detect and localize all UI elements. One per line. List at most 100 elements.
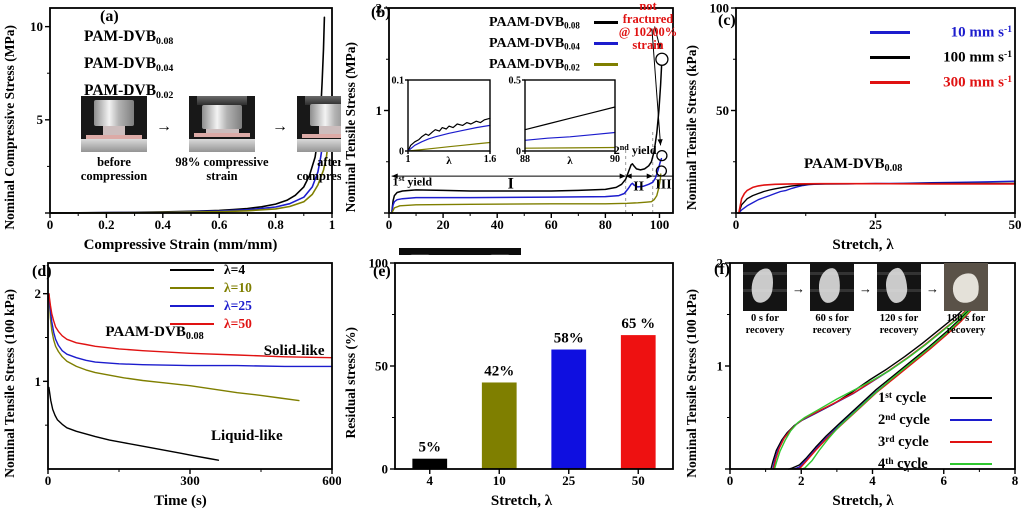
panel-f-xlabel: Stretch, λ: [832, 493, 894, 509]
arrow-icon: →: [926, 281, 939, 296]
arrow-icon: →: [792, 281, 805, 296]
panel-b: Nominal Tensile Stress (MPa) 0 20 40 60 80 10…: [341, 0, 682, 255]
gel-sample: [318, 126, 341, 134]
x-tick-label: 80: [599, 217, 612, 232]
region-III: III: [655, 177, 671, 192]
axes: 0 25 50 50 100: [710, 0, 1022, 232]
bar-value-label: 65 %: [621, 316, 655, 332]
dumbbell-specimen: [410, 254, 510, 255]
x-tick-label: 0: [727, 473, 734, 488]
panel-a-ylabel: Nominal Compressive Stress (MPa): [2, 25, 17, 230]
plot-border: [729, 262, 1016, 470]
x-tick-label: 4: [427, 473, 434, 488]
second-yield: 2nd yield: [614, 143, 657, 157]
photo-60s-recovery: [810, 263, 854, 311]
y-tick-label: 2: [376, 0, 383, 15]
specimen-photo: 12345: [399, 248, 521, 255]
arrowhead: [657, 139, 663, 146]
sample-label: PAAM-DVB0.08: [804, 156, 902, 174]
legend-item: 300 mm s-1: [870, 70, 1012, 95]
legend-item: 1st cycle: [878, 387, 992, 409]
pink-layer: [302, 134, 341, 138]
photo-caption: 0 s for recovery: [745, 313, 785, 337]
recovery-photo-strip: 0 s for recovery → 60 s for recovery: [738, 263, 993, 337]
series-PAAM-DVB 0.08: [524, 106, 616, 131]
legend-line-swatch: [950, 418, 992, 422]
legend-item: PAM-DVB0.02: [84, 78, 173, 105]
series-PAAM-DVB 0.04: [390, 157, 663, 214]
legend-item: PAM-DVB0.04: [84, 51, 173, 78]
legend-item: λ=50: [170, 315, 252, 333]
legend-label: PAM-DVB0.04: [84, 55, 174, 74]
region-I: I: [508, 175, 514, 192]
panel-b-ylabel: Nominal Tensile Stress (MPa): [343, 42, 358, 213]
x-tick-label: 25: [869, 217, 883, 232]
plot-border: [524, 79, 616, 152]
plot-border: [388, 7, 674, 214]
photo-caption: before compression: [80, 155, 148, 184]
plot-border: [47, 262, 333, 470]
photo-caption: aftercompression: [296, 155, 341, 184]
panel-a-legend: PAM-DVB0.08 PAM-DVB0.04 PAM-DVB0.02: [84, 24, 173, 105]
legend-item: PAM-DVB0.08: [84, 24, 173, 51]
legend-label: 10 mm s-1: [950, 23, 1012, 41]
y-tick-label: 100: [369, 255, 389, 270]
photo-0s-recovery: [743, 263, 787, 311]
gel-sample: [102, 126, 126, 135]
legend-label: λ=4: [224, 262, 246, 277]
y-tick-label: 50: [375, 358, 388, 373]
gel-sample: [205, 129, 239, 133]
arrow-icon: →: [859, 281, 872, 296]
panel-d: Nominal Tensile Stress (100 kPa) 0 300 600…: [0, 255, 341, 511]
bar-value-label: 58%: [554, 331, 584, 347]
y-tick-label: 5: [37, 112, 44, 127]
legend-line-swatch: [870, 81, 910, 84]
legend-item: PAAM-DVB0.04: [489, 33, 618, 54]
series-lambda=25: [48, 293, 333, 368]
panel-letter-c: (c): [718, 12, 736, 29]
legend-line-swatch: [170, 322, 214, 326]
annotation-line: [651, 28, 662, 146]
not-fractured-marker: [655, 165, 668, 177]
x-tick-label: 300: [180, 473, 200, 488]
series-lambda=10: [48, 293, 300, 402]
metal-base: [81, 139, 147, 152]
panel-letter-d: (d): [32, 263, 52, 280]
y-tick-label: 10: [30, 19, 43, 34]
legend-item: 2nd cycle: [878, 409, 992, 431]
legend-item: 10 mm s-1: [870, 20, 1012, 45]
y-tick-label: 0: [382, 461, 389, 476]
region-II: II: [633, 179, 644, 194]
panel-a: Nominal Compressive Stress (MPa) 0 0.2 0.4…: [0, 0, 341, 255]
series-lambda=50: [48, 293, 333, 359]
y-tick-label: 2: [35, 286, 42, 301]
x-tick-label: 20: [437, 217, 450, 232]
arrowhead: [391, 173, 398, 179]
panel-d-xlabel: Time (s): [154, 493, 207, 509]
panel-f-legend: 1st cycle 2nd cycle 3rd cycle 4th cycle: [878, 387, 992, 475]
panel-b-inset-low-stretch: 1 1.6 0 0.1 λ: [392, 75, 497, 166]
legend-line-swatch: [170, 268, 214, 272]
panel-d-legend: λ=4 λ=10 λ=25 λ=50: [170, 261, 252, 333]
series-10 mm/s: [738, 180, 1016, 214]
x-tick-label: 50: [632, 473, 645, 488]
x-tick-label: 25: [562, 473, 576, 488]
x-tick-label: 0.4: [155, 217, 172, 232]
solid-like: Solid-like: [264, 343, 325, 359]
y-tick-label: 100: [710, 0, 730, 15]
axes: 0 50 100: [369, 255, 395, 476]
x-tick-label: 0.8: [267, 217, 284, 232]
x-tick-label: 0: [386, 217, 393, 232]
photo-180s-recovery: [944, 263, 988, 311]
legend-label: PAM-DVB0.08: [84, 28, 174, 47]
panel-a-xlabel: Compressive Strain (mm/mm): [83, 237, 278, 253]
legend-label: λ=25: [224, 298, 252, 313]
pink-layer: [86, 135, 142, 139]
legend-item: 100 mm s-1: [870, 45, 1012, 70]
legend-label: λ=10: [224, 280, 252, 295]
sample-label: PAAM-DVB0.08: [105, 324, 203, 342]
legend-line-swatch: [170, 286, 214, 290]
y-tick-label: 1: [376, 103, 383, 118]
legend-label: PAAM-DVB0.04: [489, 35, 580, 52]
